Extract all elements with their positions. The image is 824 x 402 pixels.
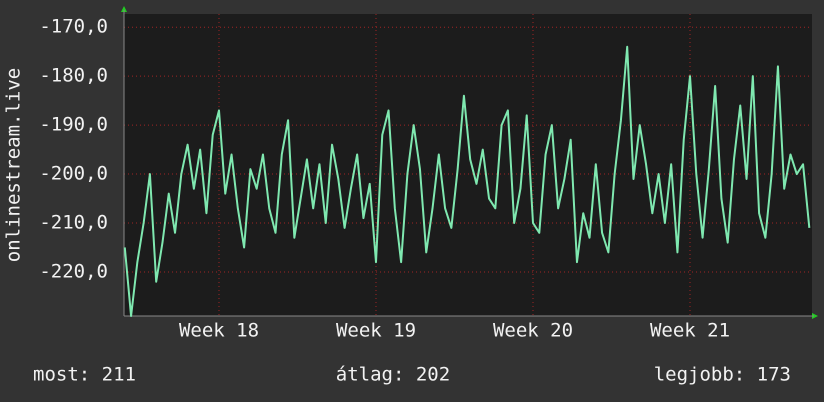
y-tick-label: -210,0 [39,212,108,234]
x-tick-label: Week 18 [179,320,259,342]
y-tick-label: -190,0 [39,114,108,136]
y-axis-arrow [121,6,127,12]
stat-average: átlag: 202 [336,364,450,386]
y-axis-label: onlinestream.live [3,68,25,262]
y-tick-label: -220,0 [39,260,108,282]
x-tick-label: Week 21 [650,320,730,342]
y-tick-label: -170,0 [39,16,108,38]
y-tick-label: -180,0 [39,65,108,87]
plot-area [124,14,812,316]
y-tick-label: -200,0 [39,163,108,185]
x-tick-label: Week 20 [493,320,573,342]
x-tick-label: Week 19 [336,320,416,342]
data-line [123,45,811,317]
stat-current: most: 211 [33,364,136,386]
x-axis-arrow [812,313,818,319]
stat-max: legjobb: 173 [654,364,791,386]
